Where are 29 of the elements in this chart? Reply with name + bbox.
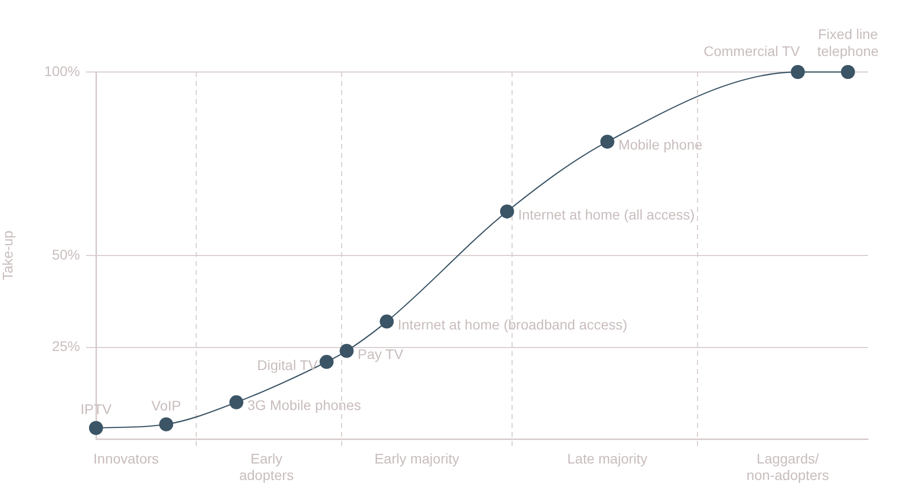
annotation: 3G Mobile phones	[247, 397, 362, 414]
x-tick-label: Late majority	[567, 450, 648, 466]
point	[159, 417, 174, 432]
annotation: IPTV	[80, 400, 112, 417]
x-tick-label: Innovators	[93, 450, 159, 466]
x-tick-label: Laggards/ non-adopters	[746, 450, 830, 484]
annotation: Mobile phone	[618, 136, 703, 153]
point	[600, 134, 614, 149]
point	[320, 354, 334, 369]
annotation: Internet at home (broadband access)	[398, 316, 628, 332]
annotation: Pay TV	[358, 346, 404, 362]
point	[790, 65, 805, 79]
annotation: VoIP	[151, 397, 181, 414]
text: Fixed line telephone	[817, 26, 879, 59]
x-tick-label: Early majority	[374, 450, 460, 466]
annotation: Digital TV	[257, 356, 318, 373]
y-tick-label: 50%	[52, 246, 80, 262]
y-tick-label: 25%	[52, 338, 80, 354]
point	[229, 395, 244, 410]
text: Commercial TV	[704, 43, 800, 59]
point	[89, 420, 103, 435]
y-axis-title: Take-up	[0, 230, 16, 280]
point	[840, 65, 855, 79]
annotation: Internet at home (all access)	[518, 206, 695, 222]
point	[500, 204, 514, 218]
y-tick-label: 100%	[44, 62, 80, 79]
point	[340, 344, 354, 358]
x-tick-label: Early adopters	[239, 450, 294, 484]
point	[380, 314, 394, 329]
